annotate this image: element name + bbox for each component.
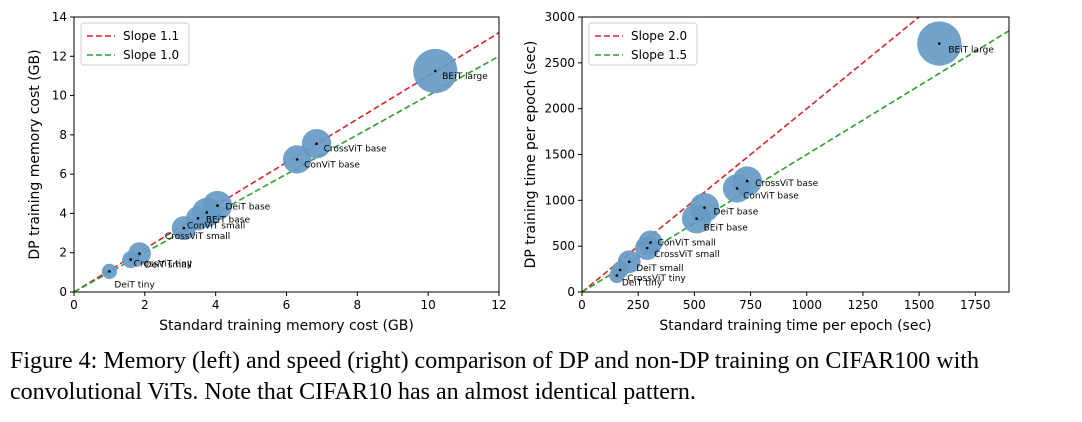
x-tick-label: 250 [627,298,650,312]
y-tick-label: 3000 [544,10,575,24]
point-label-convit-base: ConViT base [743,191,799,201]
y-tick-label: 0 [567,285,575,299]
point-label-crossvit-small: CrossViT small [654,250,719,260]
y-tick-label: 2000 [544,102,575,116]
x-tick-label: 1750 [960,298,991,312]
y-tick-label: 0 [59,285,67,299]
point-marker-deit-base [216,204,219,207]
point-marker-crossvit-small [645,246,649,250]
legend-label-slope-1-1: Slope 1.1 [123,29,179,43]
y-tick-label: 12 [52,49,67,63]
plot-area [582,17,1009,292]
point-marker-convit-small [196,217,200,220]
point-marker-deit-base [703,206,706,209]
point-label-beit-base: BEiT base [206,215,251,225]
y-tick-label: 2500 [544,56,575,70]
y-tick-label: 1000 [544,193,575,207]
y-tick-label: 10 [52,89,67,103]
point-marker-crossvit-base [745,179,749,183]
point-label-crossvit-small: CrossViT small [165,232,230,242]
point-marker-beit-large [938,42,941,45]
point-label-deit-base: DeiT base [225,203,270,213]
point-label-beit-base: BEiT base [704,224,749,234]
y-axis-title: DP training time per epoch (sec) [523,41,539,269]
y-axis-title: DP training memory cost (GB) [27,49,43,259]
legend: Slope 1.1 Slope 1.0 [80,22,190,66]
legend-label-slope-1-5: Slope 1.5 [631,48,687,62]
x-tick-label: 1250 [848,298,879,312]
legend-label-slope-1-0: Slope 1.0 [123,48,179,62]
y-tick-label: 14 [52,10,67,24]
x-tick-label: 2 [141,298,149,312]
point-label-convit-small: ConViT small [658,239,716,249]
point-marker-beit-base [205,211,209,214]
y-tick-label: 2 [59,246,67,260]
point-label-convit-base: ConViT base [304,160,360,170]
figure-caption: Figure 4: Memory (left) and speed (right… [10,348,979,405]
point-label-deit-tiny: DeiT tiny [114,280,155,290]
point-marker-crossvit-tiny [618,268,622,272]
point-label-crossvit-tiny: CrossViT tiny [627,274,686,284]
y-tick-label: 500 [552,239,575,253]
x-tick-label: 4 [212,298,220,312]
point-label-crossvit-base: CrossViT base [755,179,818,189]
point-label-beit-large: BEiT large [442,72,488,82]
point-label-convit-small: ConViT small [187,221,245,231]
x-tick-label: 0 [578,298,586,312]
x-tick-label: 1500 [904,298,935,312]
point-label-deit-base: DeiT base [713,208,758,218]
x-tick-label: 1000 [791,298,822,312]
legend: Slope 2.0 Slope 1.5 [588,22,698,66]
x-tick-label: 500 [683,298,706,312]
x-tick-label: 8 [354,298,362,312]
point-marker-crossvit-base [315,142,318,145]
point-marker-beit-large [433,69,437,73]
plot-area [74,32,499,292]
x-tick-label: 0 [70,298,78,312]
point-marker-convit-base [295,158,299,161]
point-marker-crossvit-tiny [129,258,132,261]
point-marker-crossvit-small [182,226,186,230]
x-tick-label: 12 [491,298,506,312]
point-marker-deit-small [138,252,141,255]
point-marker-deit-tiny [615,274,619,277]
y-tick-label: 6 [59,167,67,181]
point-label-deit-small: DeiT small [145,261,192,271]
y-tick-label: 8 [59,128,67,142]
point-label-beit-large: BEiT large [948,46,994,56]
legend-label-slope-2-0: Slope 2.0 [631,29,687,43]
point-marker-deit-small [627,260,631,264]
point-marker-deit-tiny [108,270,111,273]
y-tick-label: 4 [59,206,67,220]
x-tick-label: 750 [739,298,762,312]
point-marker-convit-small [649,241,652,244]
x-tick-label: 10 [421,298,436,312]
x-tick-label: 6 [283,298,291,312]
point-label-deit-tiny: DeiT tiny [622,279,663,289]
point-label-deit-small: DeiT small [636,264,683,274]
point-label-crossvit-base: CrossViT base [324,145,387,155]
x-axis-title: Standard training time per epoch (sec) [659,318,931,334]
point-marker-beit-base [695,217,698,220]
point-marker-convit-base [735,187,739,190]
y-tick-label: 1500 [544,148,575,162]
point-label-crossvit-tiny: CrossViT tiny [134,260,193,270]
x-axis-title: Standard training memory cost (GB) [159,318,414,334]
